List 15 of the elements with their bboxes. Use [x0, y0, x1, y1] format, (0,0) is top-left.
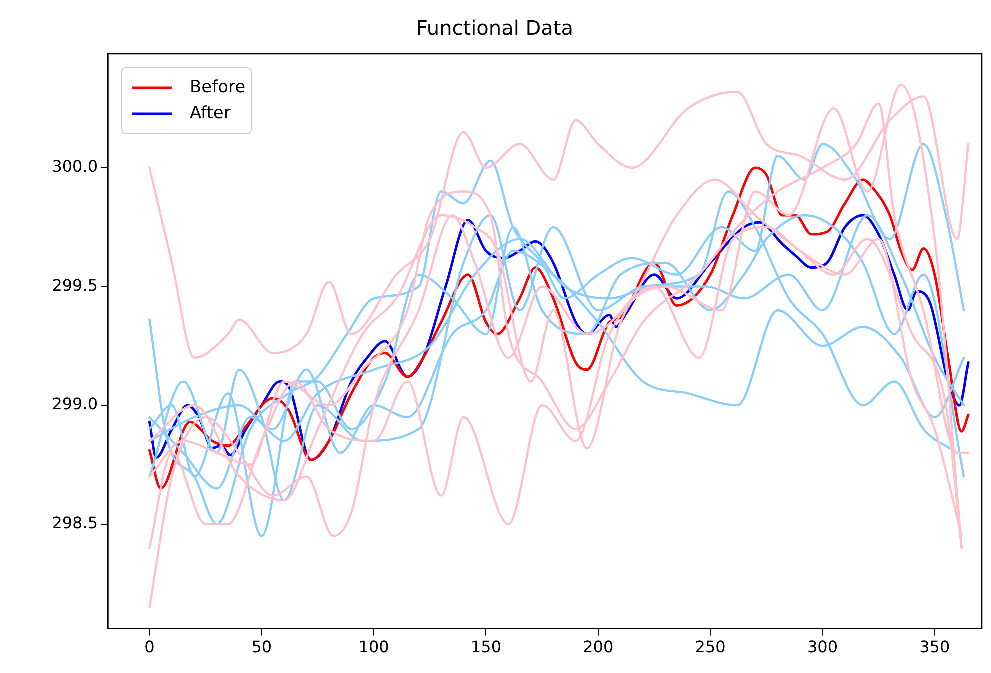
x-tick-label: 250 [695, 638, 726, 657]
y-tick-label: 299.5 [52, 276, 98, 295]
x-tick-label: 50 [252, 638, 272, 657]
y-tick-label: 299.0 [52, 394, 98, 414]
legend-label: After [190, 103, 231, 124]
x-tick-label: 300 [807, 638, 838, 657]
y-tick-label: 300.0 [52, 157, 98, 176]
x-tick-label: 150 [470, 638, 502, 657]
x-tick-label: 350 [920, 638, 950, 657]
legend-label: Before [190, 77, 246, 98]
y-tick-label: 298.5 [52, 513, 98, 532]
x-tick-label: 200 [583, 638, 614, 657]
chart-title: Functional Data [416, 16, 574, 40]
x-tick-label: 0 [144, 638, 155, 657]
x-tick-label: 100 [358, 638, 390, 657]
